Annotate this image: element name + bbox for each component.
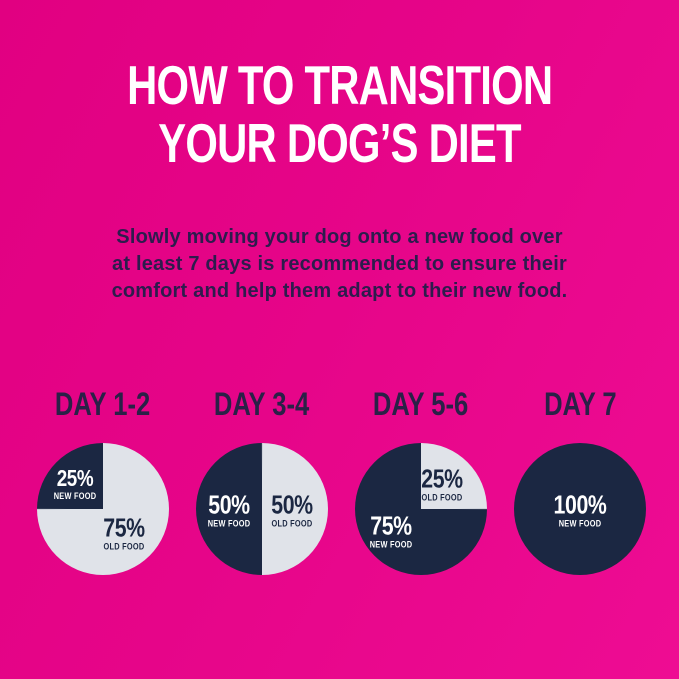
slice-label-old-food: 75% OLD FOOD [103, 512, 145, 552]
pie-chart-row: DAY 1-2 25% NEW FOOD 75% OLD FOOD DAY 3-… [0, 385, 679, 575]
pie-column-day-3-4: DAY 3-4 50% NEW FOOD 50% OLD FOOD [187, 385, 337, 575]
slice-label-old-food: 50% OLD FOOD [271, 489, 314, 529]
slice-label-new-food: 75% NEW FOOD [369, 513, 412, 550]
pie-column-day-1-2: DAY 1-2 25% NEW FOOD 75% OLD FOOD [28, 385, 178, 575]
slice-food-label: OLD FOOD [271, 518, 313, 529]
slice-food-label: OLD FOOD [421, 492, 463, 503]
slice-label-old-food: 25% OLD FOOD [421, 463, 463, 503]
slice-percent: 50% [208, 489, 250, 520]
pie-column-day-7: DAY 7 100% NEW FOOD [505, 385, 655, 575]
day-1-2-heading: DAY 1-2 [55, 386, 151, 422]
slice-label-new-food: 100% NEW FOOD [554, 492, 607, 529]
title-line-2: YOUR DOG’S DIET [158, 112, 521, 174]
day-3-4-heading: DAY 3-4 [214, 386, 310, 422]
day-5-6-heading: DAY 5-6 [373, 386, 469, 422]
subtitle-line-1: Slowly moving your dog onto a new food o… [116, 226, 563, 248]
day-7-heading: DAY 7 [543, 386, 617, 422]
slice-percent: 75% [369, 510, 412, 541]
slice-food-label: OLD FOOD [103, 541, 145, 552]
slice-food-label: NEW FOOD [53, 490, 97, 501]
pie-chart-day-5-6: 75% NEW FOOD 25% OLD FOOD [355, 443, 487, 575]
title-line-1: HOW TO TRANSITION [126, 54, 553, 116]
slice-percent: 50% [271, 489, 314, 520]
slice-percent: 25% [421, 463, 463, 494]
pie-chart-day-7: 100% NEW FOOD [514, 443, 646, 575]
pie-chart-day-3-4: 50% NEW FOOD 50% OLD FOOD [196, 443, 328, 575]
subtitle-text: Slowly moving your dog onto a new food o… [0, 224, 679, 305]
slice-food-label: NEW FOOD [207, 518, 251, 529]
subtitle-line-2: at least 7 days is recommended to ensure… [112, 253, 567, 275]
slice-percent: 25% [56, 464, 94, 491]
pie-column-day-5-6: DAY 5-6 75% NEW FOOD 25% OLD FOOD [346, 385, 496, 575]
slice-percent: 75% [103, 512, 145, 543]
slice-label-new-food: 50% NEW FOOD [208, 492, 251, 529]
pie-chart-day-1-2: 25% NEW FOOD 75% OLD FOOD [37, 443, 169, 575]
subtitle-line-3: comfort and help them adapt to their new… [111, 280, 568, 302]
slice-food-label: NEW FOOD [558, 518, 602, 529]
slice-food-label: NEW FOOD [369, 539, 412, 550]
slice-label-new-food: 25% NEW FOOD [53, 464, 97, 501]
slice-percent: 100% [553, 489, 607, 520]
page-title: HOW TO TRANSITION YOUR DOG’S DIET [0, 56, 679, 172]
